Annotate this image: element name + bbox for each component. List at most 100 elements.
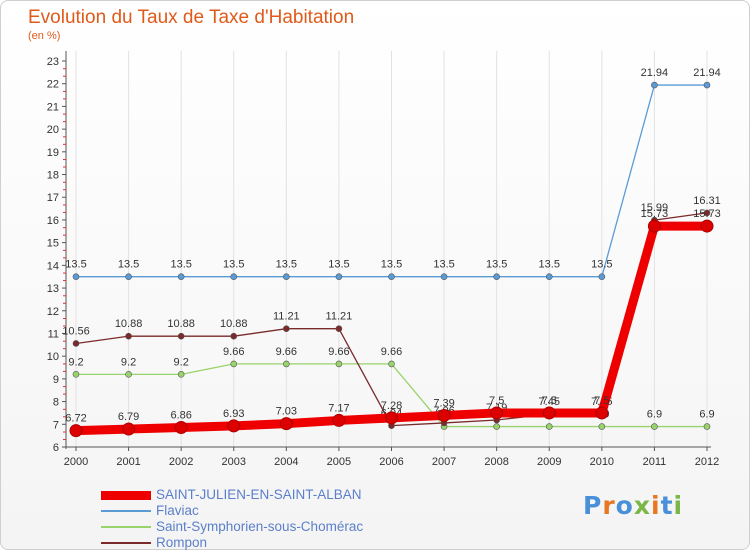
legend-label: SAINT-JULIEN-EN-SAINT-ALBAN [156, 487, 362, 502]
y-tick-label: 9 [53, 374, 59, 386]
data-label-saint-symphorien-sous-chomerac: 6.9 [647, 409, 662, 421]
data-point-rompon [177, 332, 185, 340]
data-label-saint-julien-en-saint-alban: 7.5 [489, 395, 504, 407]
logo-letter: P [583, 491, 603, 520]
data-label-saint-julien-en-saint-alban: 15.73 [641, 208, 669, 220]
y-tick-label: 22 [47, 79, 59, 91]
data-point-flaviac [388, 273, 395, 281]
data-label-flaviac: 13.5 [486, 259, 507, 271]
data-point-flaviac [651, 81, 658, 89]
data-label-rompon: 11.21 [326, 311, 353, 323]
logo-letter: x [633, 491, 651, 520]
data-point-saint-symphorien-sous-chomerac [283, 360, 290, 368]
data-label-flaviac: 13.5 [433, 259, 454, 271]
data-point-rompon [125, 332, 132, 340]
data-label-saint-symphorien-sous-chomerac: 9.2 [121, 356, 136, 368]
data-point-saint-symphorien-sous-chomerac [493, 423, 500, 430]
proxiti-logo: Proxiti [583, 491, 683, 520]
y-tick-label: 12 [47, 306, 59, 318]
data-label-flaviac: 13.5 [170, 259, 191, 271]
chart-title: Evolution du Taux de Taxe d'Habitation [28, 7, 355, 28]
x-tick-label: 2000 [64, 456, 88, 468]
data-label-rompon: 16.31 [693, 195, 721, 207]
data-label-flaviac: 13.5 [328, 259, 349, 271]
data-point-saint-symphorien-sous-chomerac [545, 423, 553, 430]
data-point-flaviac [230, 273, 238, 281]
data-label-rompon: 7.45 [539, 396, 560, 408]
data-point-saint-julien-en-saint-alban [542, 406, 556, 420]
data-label-saint-julien-en-saint-alban: 6.86 [170, 409, 191, 421]
data-point-flaviac [72, 273, 80, 281]
data-label-flaviac: 13.5 [65, 259, 86, 271]
data-point-saint-julien-en-saint-alban [227, 419, 241, 433]
logo-letter: i [651, 491, 661, 520]
data-point-saint-julien-en-saint-alban [595, 406, 609, 420]
data-point-flaviac [493, 273, 500, 281]
data-point-saint-julien-en-saint-alban [279, 417, 293, 431]
x-tick-label: 2009 [537, 456, 561, 468]
data-label-saint-symphorien-sous-chomerac: 9.2 [174, 356, 189, 368]
data-point-saint-symphorien-sous-chomerac [125, 371, 132, 378]
y-tick-label: 17 [47, 192, 59, 204]
y-tick-label: 23 [47, 56, 59, 68]
data-point-saint-symphorien-sous-chomerac [703, 423, 711, 430]
data-point-rompon [335, 325, 343, 333]
x-tick-label: 2003 [222, 456, 246, 468]
y-tick-label: 11 [48, 328, 59, 340]
logo-letter: i [673, 491, 684, 520]
data-point-saint-symphorien-sous-chomerac [72, 371, 80, 378]
data-point-flaviac [283, 273, 290, 281]
data-point-saint-julien-en-saint-alban [69, 424, 83, 438]
data-label-rompon: 10.56 [62, 325, 90, 337]
legend-label: Flaviac [156, 503, 199, 518]
legend-swatch [101, 542, 151, 544]
data-label-saint-symphorien-sous-chomerac: 9.66 [381, 346, 402, 358]
data-label-flaviac: 21.94 [693, 67, 721, 79]
x-tick-label: 2006 [379, 456, 403, 468]
data-label-saint-julien-en-saint-alban: 7.5 [542, 395, 557, 407]
y-tick-label: 15 [47, 238, 59, 250]
y-tick-label: 20 [47, 124, 59, 136]
y-tick-label: 6 [53, 442, 59, 454]
data-label-saint-julien-en-saint-alban: 7.03 [276, 406, 297, 418]
y-tick-label: 10 [47, 351, 59, 363]
data-point-flaviac [703, 81, 711, 89]
data-point-flaviac [598, 273, 606, 281]
data-label-flaviac: 13.5 [591, 259, 612, 271]
data-label-saint-symphorien-sous-chomerac: 9.66 [223, 346, 244, 358]
data-label-flaviac: 13.5 [276, 259, 297, 271]
data-point-saint-symphorien-sous-chomerac [651, 423, 658, 430]
logo-letter: o [615, 491, 634, 520]
data-label-saint-julien-en-saint-alban: 6.72 [65, 413, 86, 425]
data-label-saint-symphorien-sous-chomerac: 9.2 [68, 356, 83, 368]
data-point-saint-julien-en-saint-alban [122, 422, 136, 436]
data-point-rompon [72, 340, 80, 347]
data-label-rompon: 15.99 [641, 202, 669, 214]
y-tick-label: 13 [47, 283, 59, 295]
legend-swatch [101, 510, 151, 512]
y-tick-label: 14 [47, 260, 59, 272]
x-tick-label: 2010 [590, 456, 614, 468]
x-tick-label: 2011 [643, 456, 667, 468]
data-label-saint-julien-en-saint-alban: 7.39 [433, 397, 454, 409]
data-point-rompon [703, 209, 711, 217]
y-tick-label: 7 [53, 419, 59, 431]
x-tick-label: 2002 [169, 456, 193, 468]
data-label-flaviac: 21.94 [641, 67, 669, 79]
data-label-saint-julien-en-saint-alban: 6.93 [223, 408, 244, 420]
data-label-rompon: 10.88 [220, 318, 248, 330]
data-label-saint-symphorien-sous-chomerac: 9.66 [328, 346, 349, 358]
data-point-saint-symphorien-sous-chomerac [177, 371, 185, 378]
data-label-flaviac: 13.5 [118, 259, 139, 271]
data-label-saint-julien-en-saint-alban: 7.17 [328, 402, 349, 414]
data-label-saint-julien-en-saint-alban: 7.5 [594, 395, 609, 407]
data-point-saint-julien-en-saint-alban [490, 406, 504, 420]
x-tick-label: 2008 [484, 456, 508, 468]
data-point-rompon [283, 325, 290, 333]
data-point-flaviac [335, 273, 343, 281]
data-point-saint-julien-en-saint-alban [437, 408, 451, 422]
legend-swatch [101, 526, 151, 528]
x-tick-label: 2004 [274, 456, 298, 468]
y-tick-label: 21 [47, 101, 59, 113]
